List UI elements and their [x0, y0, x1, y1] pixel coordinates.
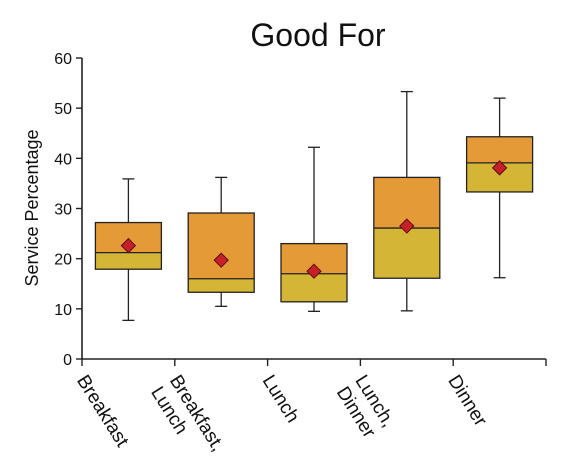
mean-marker [491, 160, 508, 176]
y-tick-label: 0 [63, 352, 72, 369]
chart-title: Good For [250, 17, 386, 53]
box-lower-half [373, 228, 440, 279]
boxes [94, 90, 534, 322]
mean-marker [120, 237, 137, 254]
x-tick-label: Breakfast [72, 372, 133, 452]
y-tick-label: 30 [54, 202, 72, 219]
x-tick-label-line: Dinner [443, 372, 491, 431]
y-tick-label: 50 [54, 101, 72, 118]
mean-marker [306, 263, 322, 279]
x-ticks [81, 359, 547, 366]
x-tick-label-line: Breakfast [72, 372, 133, 452]
box-2 [280, 146, 348, 312]
box-4 [465, 97, 534, 279]
y-tick-label: 20 [54, 252, 72, 269]
box-lower-half [95, 252, 162, 270]
y-tick-label: 10 [54, 302, 72, 319]
y-ticks: 0 10 20 30 40 50 60 [54, 51, 82, 369]
x-tick-label-line: Lunch [258, 372, 303, 427]
box-0 [94, 178, 163, 322]
box-1 [187, 176, 255, 307]
x-tick-label: Lunch,Dinner [332, 372, 399, 443]
box-outline [280, 242, 348, 303]
y-tick-label: 40 [54, 151, 72, 168]
mean-marker [399, 218, 415, 234]
box-outline [465, 136, 534, 193]
mean-marker [213, 252, 229, 268]
box-upper-half [466, 136, 533, 163]
y-tick-label: 60 [54, 51, 72, 68]
box-outline [94, 221, 163, 270]
y-axis-label: Service Percentage [22, 129, 42, 286]
box-lower-half [188, 278, 255, 293]
x-tick-labels: Breakfast Breakfast,Lunch Lunch Lunch,Dinne… [72, 372, 491, 467]
x-tick-label: Lunch [258, 372, 303, 427]
x-tick-label: Breakfast,Lunch [146, 372, 228, 467]
box-outline [187, 212, 255, 293]
x-tick-label: Dinner [443, 372, 491, 431]
box-upper-half [188, 213, 255, 279]
box-3 [373, 90, 441, 312]
